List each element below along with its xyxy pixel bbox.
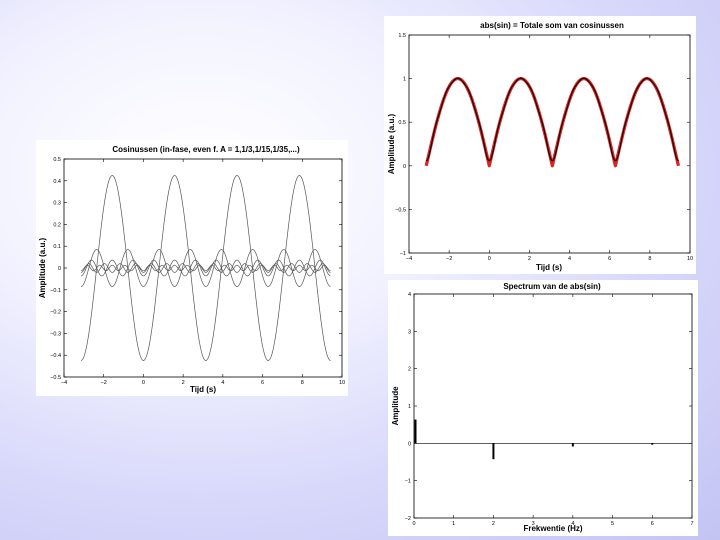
abs-sin-sum-chart: abs(sin) = Totale som van cosinussen −4−…	[387, 21, 693, 272]
x-tick-label: −2	[446, 256, 452, 262]
x-tick-label: −4	[61, 380, 67, 386]
x-tick-label: 8	[301, 380, 304, 386]
x-tick-label: 5	[611, 521, 614, 527]
x-tick-labels: −4 −2 0 2 4 6 8 10	[406, 256, 693, 262]
y-tick-label: 4	[408, 292, 411, 298]
x-tick-labels: −4 −2 0 2 4 6 8 10	[61, 380, 345, 386]
x-tick-label: 7	[690, 521, 693, 527]
x-axis-label: Tijd (s)	[536, 263, 562, 272]
y-tick-label: 0.5	[53, 157, 61, 163]
cosine-components-chart-panel: Cosinussen (in-fase, even f. A = 1,1/3,1…	[36, 140, 348, 396]
y-tick-label: 0	[58, 266, 61, 272]
x-tick-label: 4	[568, 256, 571, 262]
x-tick-label: 10	[687, 256, 693, 262]
y-tick-label: 0.1	[53, 244, 61, 250]
y-tick-label: −2	[405, 516, 411, 522]
x-axis-label: Tijd (s)	[190, 385, 216, 394]
cosine-components-chart: Cosinussen (in-fase, even f. A = 1,1/3,1…	[38, 145, 345, 394]
x-tick-labels: 0 1 2 3 4 5 6 7	[412, 521, 693, 527]
x-tick-label: 3	[532, 521, 535, 527]
y-tick-label: 3	[408, 329, 411, 335]
y-tick-label: −0.3	[50, 331, 61, 337]
cosine-harmonic-10-line	[80, 264, 331, 272]
series-group	[80, 175, 331, 361]
cosine-harmonic-2-line	[80, 175, 331, 361]
chart-title: Cosinussen (in-fase, even f. A = 1,1/3,1…	[112, 145, 300, 154]
y-tick-labels: 1.5 1 0.5 0 −0.5 −1	[395, 33, 406, 257]
x-axis-label: Frekwentie (Hz)	[523, 524, 582, 533]
y-tick-label: 2	[408, 367, 411, 373]
x-tick-label: 10	[339, 380, 345, 386]
y-tick-label: 0.4	[53, 179, 61, 185]
x-tick-label: 0	[412, 521, 415, 527]
series-group	[414, 419, 692, 460]
y-tick-label: 0.5	[398, 120, 406, 126]
abs-sin-line	[424, 77, 681, 168]
y-tick-label: −1	[400, 251, 406, 257]
cosine-harmonic-4-line	[80, 249, 331, 287]
x-tick-label: 0	[488, 256, 491, 262]
cosine-harmonic-6-line	[80, 259, 331, 277]
x-tick-label: −2	[101, 380, 107, 386]
y-tick-label: −0.2	[50, 310, 61, 316]
chart-title: abs(sin) = Totale som van cosinussen	[480, 21, 624, 30]
y-axis-label: Amplitude (a.u.)	[387, 113, 396, 174]
x-tick-label: 0	[142, 380, 145, 386]
x-tick-label: 1	[452, 521, 455, 527]
y-tick-label: 0.2	[53, 222, 61, 228]
y-axis-label: Amplitude (a.u.)	[38, 237, 47, 298]
x-tick-label: 4	[221, 380, 224, 386]
y-tick-label: −0.5	[50, 375, 61, 381]
y-tick-label: 0	[408, 441, 411, 447]
y-tick-label: 1	[403, 77, 406, 83]
abs-sin-sum-chart-panel: abs(sin) = Totale som van cosinussen −4−…	[384, 16, 696, 274]
series-group	[424, 77, 681, 168]
plot-frame	[413, 293, 693, 519]
x-tick-label: 4	[571, 521, 574, 527]
x-tick-label: 6	[608, 256, 611, 262]
y-tick-labels: 0.5 0.4 0.3 0.2 0.1 0 −0.1 −0.2 −0.3 −0.4 −0.5	[50, 157, 61, 381]
x-tick-label: 2	[182, 380, 185, 386]
y-tick-label: −0.4	[50, 353, 61, 359]
x-tick-label: 6	[651, 521, 654, 527]
cosine-sum-line	[426, 77, 679, 162]
y-tick-label: 1	[408, 404, 411, 410]
x-tick-label: −4	[406, 256, 412, 262]
x-tick-label: 2	[492, 521, 495, 527]
x-tick-label: 8	[648, 256, 651, 262]
cosine-harmonic-8-line	[80, 263, 331, 273]
x-tick-label: 2	[528, 256, 531, 262]
chart-title: Spectrum van de abs(sin)	[503, 282, 601, 291]
y-tick-label: 1.5	[398, 33, 406, 39]
y-tick-label: 0.3	[53, 201, 61, 207]
y-tick-label: −0.5	[395, 207, 406, 213]
plot-frame	[408, 34, 691, 254]
y-axis-label: Amplitude	[391, 386, 400, 426]
y-tick-labels: 4 3 2 1 0 −1 −2	[405, 292, 411, 522]
y-tick-label: −1	[405, 479, 411, 485]
y-tick-label: 0	[403, 164, 406, 170]
x-tick-label: 6	[261, 380, 264, 386]
y-tick-label: −0.1	[50, 288, 61, 294]
